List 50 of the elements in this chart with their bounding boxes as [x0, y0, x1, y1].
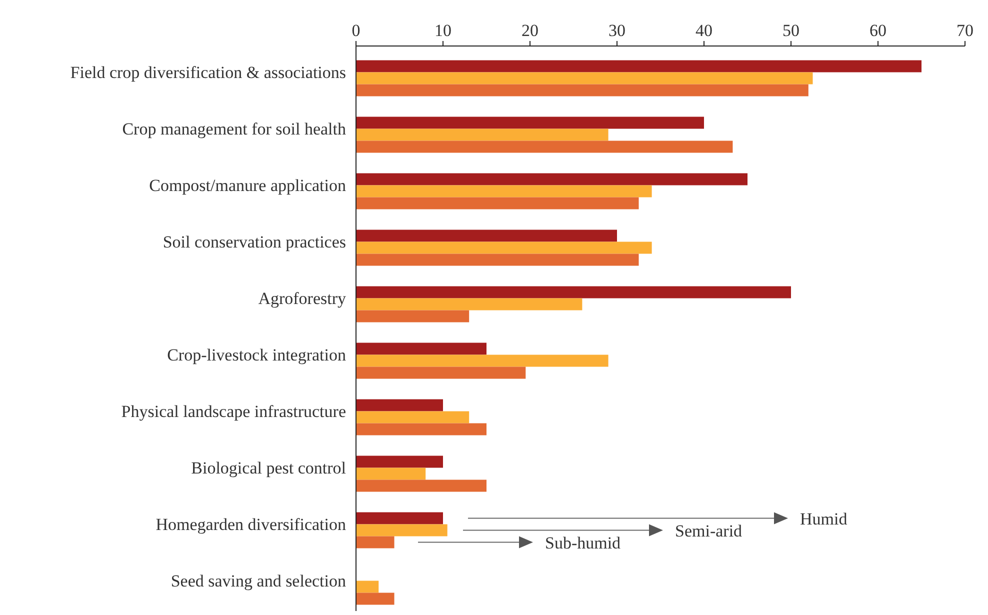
bar — [356, 411, 470, 424]
x-tick-label: 30 — [608, 21, 626, 40]
bar — [356, 140, 733, 153]
bar — [356, 254, 639, 266]
bar — [356, 310, 470, 322]
bar — [356, 468, 426, 480]
bar — [356, 536, 394, 548]
bar — [356, 399, 443, 412]
bar — [356, 366, 526, 379]
y-tick-label: Agroforestry — [258, 289, 346, 308]
bar — [356, 286, 791, 298]
x-tick-label: 10 — [434, 21, 452, 40]
y-tick-label: Compost/manure application — [149, 176, 346, 196]
y-tick-label: Biological pest control — [191, 458, 346, 478]
bar — [356, 456, 443, 468]
bar — [356, 298, 582, 310]
bar — [356, 84, 808, 96]
y-tick-label: Field crop diversification & associations — [70, 63, 346, 82]
text: Semi-arid — [675, 521, 743, 540]
bar — [356, 592, 394, 605]
text: Humid — [800, 509, 848, 528]
bar — [356, 72, 813, 84]
bar — [356, 242, 652, 254]
bar — [356, 116, 704, 129]
x-tick-label: 0 — [352, 21, 360, 40]
x-tick-label: 70 — [956, 21, 974, 40]
bar — [356, 60, 922, 72]
bar — [356, 128, 608, 141]
x-tick-label: 40 — [696, 21, 712, 40]
y-tick-label: Crop management for soil health — [122, 120, 346, 139]
bar — [356, 512, 443, 524]
bar — [356, 580, 379, 593]
y-tick-label: Homegarden diversification — [156, 515, 346, 534]
bar — [356, 342, 486, 355]
y-tick-label: Soil conservation practices — [162, 232, 346, 252]
bar — [356, 480, 486, 492]
bar — [356, 230, 617, 242]
bar — [356, 524, 448, 536]
bar — [356, 423, 486, 436]
y-tick-label: Seed saving and selection — [170, 572, 346, 591]
bar — [356, 185, 652, 198]
y-tick-label: Physical landscape infrastructure — [121, 402, 346, 422]
x-tick-label: 50 — [782, 21, 800, 40]
x-tick-label: 60 — [870, 21, 886, 40]
x-tick-label: 20 — [522, 21, 538, 40]
bar — [356, 173, 748, 186]
bar — [356, 197, 639, 210]
bar — [356, 354, 608, 367]
y-tick-label: Crop-livestock integration — [167, 346, 346, 365]
text: Sub-humid — [545, 533, 622, 552]
